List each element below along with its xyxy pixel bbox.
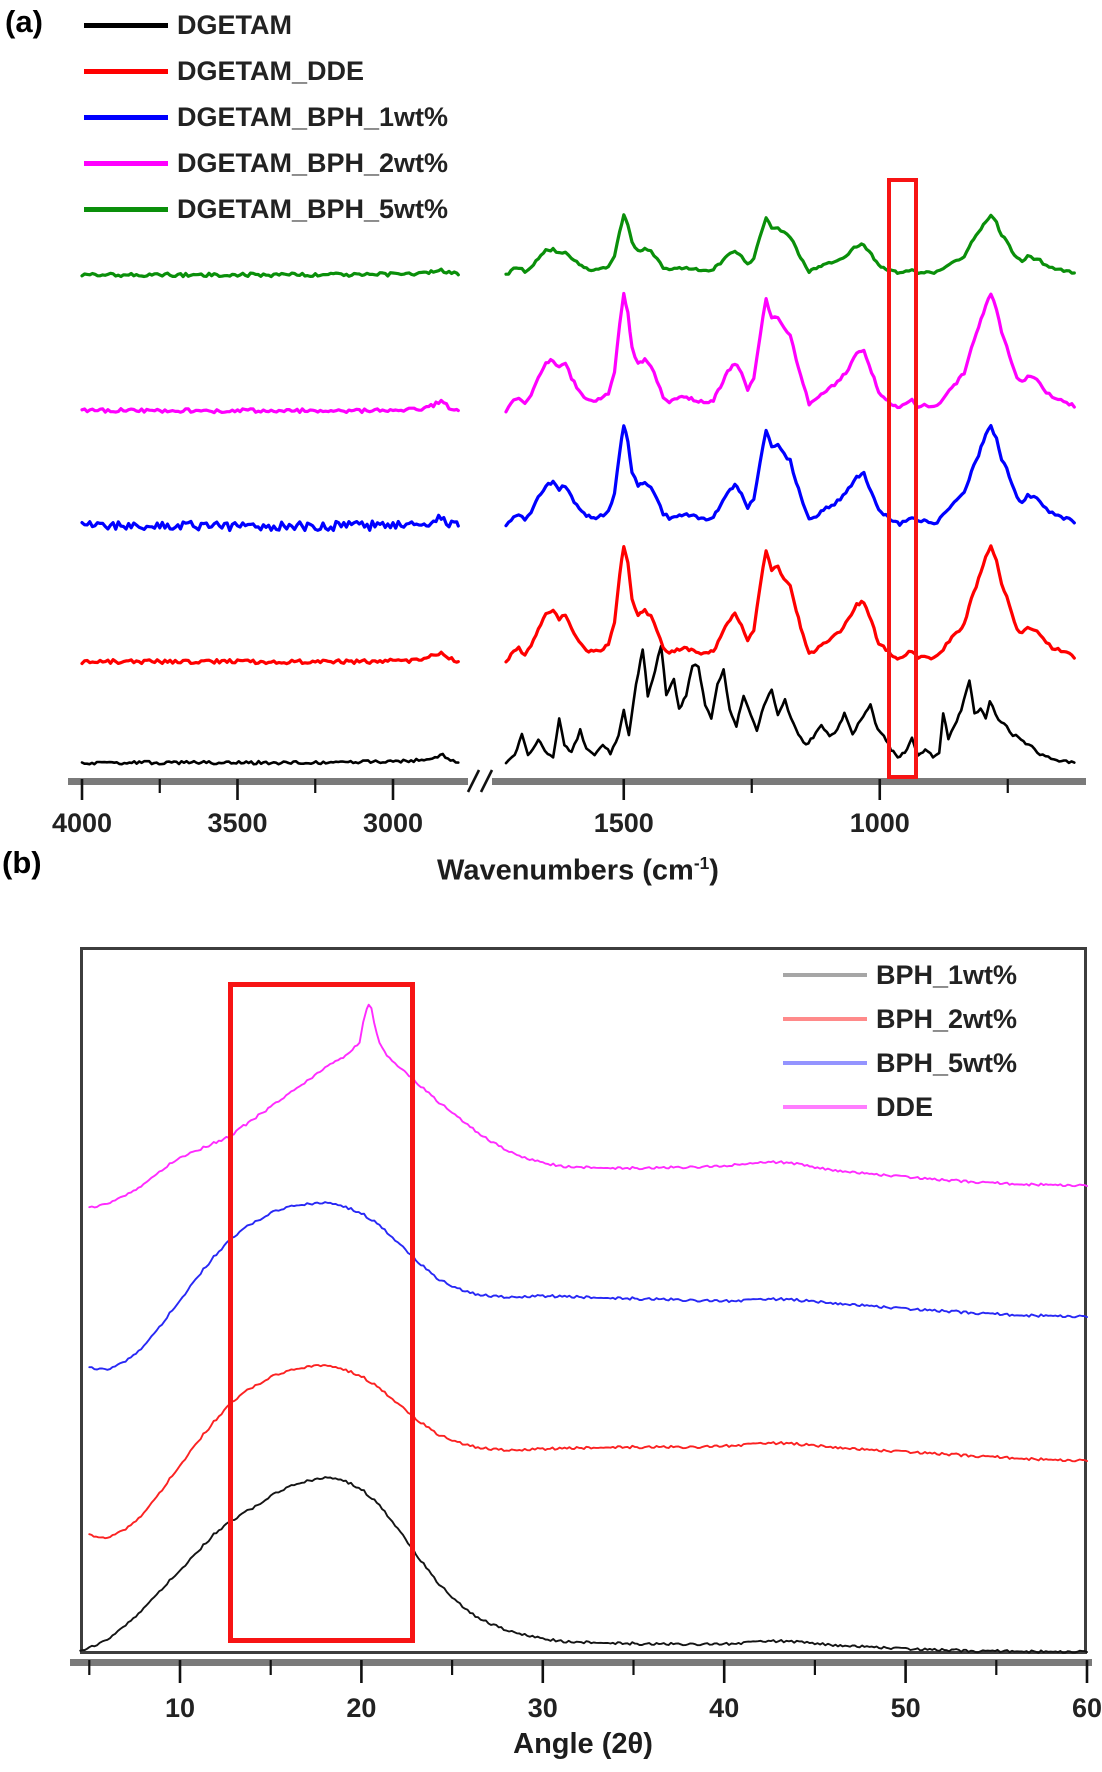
axis-title-text: Wavenumbers (cm: [437, 854, 694, 887]
legend-line-swatch: [84, 68, 168, 74]
xrd-curve-DDE: [88, 1003, 1088, 1209]
axis-title-sup: -1: [693, 853, 710, 873]
ftir-curve-DGETAM_BPH_1wt%: [80, 513, 460, 533]
axis-tick-label: 60: [1072, 1693, 1102, 1723]
ftir-curve-DGETAM: [504, 644, 1076, 765]
legend-label: DGETAM_DDE: [177, 55, 365, 86]
axis-tick-label: 50: [891, 1693, 921, 1723]
axis-tick-label: 3500: [207, 808, 267, 838]
highlight-box-b: [228, 982, 415, 1643]
legend-item: DGETAM_BPH_5wt%: [84, 186, 448, 232]
x-axis-title-wavenumbers: Wavenumbers (cm-1): [437, 853, 719, 888]
legend-line-swatch: [84, 114, 168, 120]
legend-item: DGETAM_BPH_2wt%: [84, 140, 448, 186]
axis-break-slash: [466, 769, 481, 793]
legend-line-swatch: [783, 1017, 867, 1021]
legend-label: DGETAM_BPH_1wt%: [177, 101, 449, 132]
axis-title-close: ): [709, 854, 719, 887]
panel-b-label: (b): [2, 845, 42, 880]
legend-label: DDE: [876, 1091, 934, 1122]
ftir-curve-DGETAM: [80, 752, 460, 766]
ftir-curve-DGETAM_BPH_5wt%: [80, 267, 460, 279]
legend-label: BPH_2wt%: [876, 1003, 1018, 1034]
axis-tick-label: 1500: [594, 808, 654, 838]
panel-a-legend: DGETAM DGETAM_DDE DGETAM_BPH_1wt% DGETAM_BP…: [84, 2, 448, 232]
legend-item: DGETAM_DDE: [84, 48, 448, 94]
ftir-curve-DGETAM_BPH_2wt%: [504, 291, 1076, 414]
ftir-curve-DGETAM_BPH_2wt%: [80, 398, 460, 415]
legend-line-swatch: [84, 22, 168, 28]
axis-tick-label: 4000: [52, 808, 112, 838]
xrd-plot-border: [80, 947, 1087, 1654]
axis-break-slash: [479, 769, 494, 793]
highlight-box-a: [887, 178, 918, 779]
x-axis-bar-a: [68, 778, 1086, 785]
x-axis-title-angle: Angle (2θ): [513, 1728, 653, 1761]
xrd-curve-BPH_1wt%: [79, 1476, 1088, 1654]
legend-line-swatch: [84, 206, 168, 212]
legend-item: BPH_5wt%: [783, 1041, 1017, 1085]
panel-b-legend: BPH_1wt% BPH_2wt% BPH_5wt% DDE: [783, 953, 1017, 1129]
legend-item: BPH_2wt%: [783, 997, 1017, 1041]
legend-line-swatch: [783, 1061, 867, 1065]
legend-item: DGETAM: [84, 2, 448, 48]
panel-a-label: (a): [5, 4, 43, 39]
x-axis-bar-b: [70, 1659, 1092, 1666]
axis-tick-label: 20: [346, 1693, 376, 1723]
ftir-curve-DGETAM_DDE: [80, 650, 460, 666]
axis-tick-label: 10: [165, 1693, 195, 1723]
legend-item: DGETAM_BPH_1wt%: [84, 94, 448, 140]
axis-tick-label: 40: [709, 1693, 739, 1723]
xrd-curve-BPH_2wt%: [88, 1364, 1088, 1540]
legend-label: BPH_5wt%: [876, 1047, 1018, 1078]
legend-line-swatch: [783, 973, 867, 977]
legend-item: BPH_1wt%: [783, 953, 1017, 997]
legend-label: DGETAM_BPH_2wt%: [177, 147, 449, 178]
axis-tick-label: 3000: [363, 808, 423, 838]
legend-item: DDE: [783, 1085, 1017, 1129]
legend-label: DGETAM: [177, 9, 292, 40]
ftir-curve-DGETAM_BPH_5wt%: [504, 213, 1076, 276]
legend-line-swatch: [783, 1105, 867, 1109]
axis-title-text-b: Angle (2θ): [513, 1728, 653, 1760]
legend-label: DGETAM_BPH_5wt%: [177, 193, 449, 224]
xrd-curve-BPH_5wt%: [88, 1201, 1088, 1371]
legend-label: BPH_1wt%: [876, 959, 1018, 990]
ftir-curve-DGETAM_BPH_1wt%: [504, 424, 1076, 528]
axis-tick-label: 1000: [850, 808, 910, 838]
ftir-curve-DGETAM_DDE: [504, 544, 1076, 664]
axis-tick-label: 30: [528, 1693, 558, 1723]
legend-line-swatch: [84, 160, 168, 166]
